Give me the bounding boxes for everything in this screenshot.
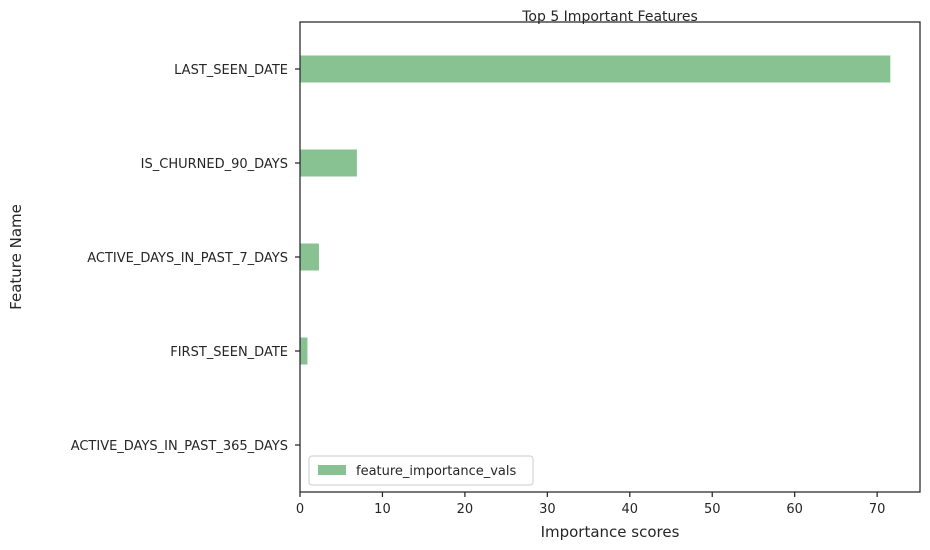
legend-label: feature_importance_vals <box>356 464 516 479</box>
y-axis: LAST_SEEN_DATE IS_CHURNED_90_DAYS ACTIVE_D… <box>71 63 300 454</box>
bar <box>300 243 319 271</box>
y-tick-label: ACTIVE_DAYS_IN_PAST_365_DAYS <box>71 439 288 454</box>
x-tick-label: 40 <box>622 502 639 517</box>
x-tick-label: 50 <box>704 502 721 517</box>
y-tick-label: IS_CHURNED_90_DAYS <box>141 157 288 172</box>
x-tick-label: 70 <box>869 502 886 517</box>
x-tick-label: 10 <box>374 502 391 517</box>
x-axis: 0 10 20 30 40 50 60 70 <box>296 492 886 517</box>
legend-swatch <box>318 465 346 475</box>
y-axis-title: Feature Name <box>7 204 25 310</box>
plot-frame <box>299 21 921 493</box>
bars-group <box>300 55 891 365</box>
bar <box>300 55 891 83</box>
y-tick-label: LAST_SEEN_DATE <box>174 63 288 78</box>
x-axis-title: Importance scores <box>541 523 680 541</box>
legend: feature_importance_vals <box>308 455 534 486</box>
y-tick-label: FIRST_SEEN_DATE <box>170 345 288 360</box>
x-tick-label: 20 <box>457 502 474 517</box>
x-tick-label: 0 <box>296 502 304 517</box>
bar <box>300 337 308 365</box>
bar <box>300 149 357 177</box>
x-tick-label: 30 <box>539 502 556 517</box>
y-tick-label: ACTIVE_DAYS_IN_PAST_7_DAYS <box>87 251 288 266</box>
legend-frame <box>308 455 534 486</box>
chart-title: Top 5 Important Features <box>521 9 698 25</box>
x-tick-label: 60 <box>786 502 803 517</box>
